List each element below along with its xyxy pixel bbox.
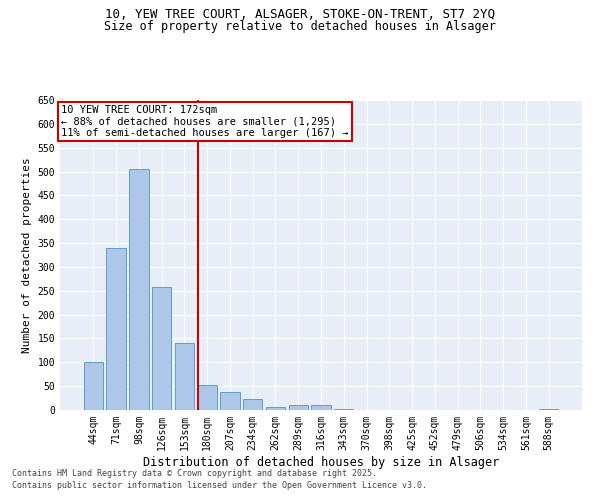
Text: Contains HM Land Registry data © Crown copyright and database right 2025.: Contains HM Land Registry data © Crown c…	[12, 468, 377, 477]
Text: 10 YEW TREE COURT: 172sqm
← 88% of detached houses are smaller (1,295)
11% of se: 10 YEW TREE COURT: 172sqm ← 88% of detac…	[61, 104, 349, 138]
Text: Size of property relative to detached houses in Alsager: Size of property relative to detached ho…	[104, 20, 496, 33]
Bar	[289, 405, 308, 410]
Text: Contains public sector information licensed under the Open Government Licence v3: Contains public sector information licen…	[12, 481, 427, 490]
Bar	[266, 406, 285, 410]
Text: 10, YEW TREE COURT, ALSAGER, STOKE-ON-TRENT, ST7 2YQ: 10, YEW TREE COURT, ALSAGER, STOKE-ON-TR…	[105, 8, 495, 20]
Bar	[84, 362, 103, 410]
Bar	[334, 408, 353, 410]
Bar	[106, 248, 126, 410]
X-axis label: Distribution of detached houses by size in Alsager: Distribution of detached houses by size …	[143, 456, 499, 468]
Bar	[152, 288, 172, 410]
Bar	[197, 384, 217, 410]
Bar	[539, 409, 558, 410]
Bar	[220, 392, 239, 410]
Bar	[129, 169, 149, 410]
Bar	[311, 405, 331, 410]
Y-axis label: Number of detached properties: Number of detached properties	[22, 157, 32, 353]
Bar	[243, 398, 262, 410]
Bar	[175, 343, 194, 410]
